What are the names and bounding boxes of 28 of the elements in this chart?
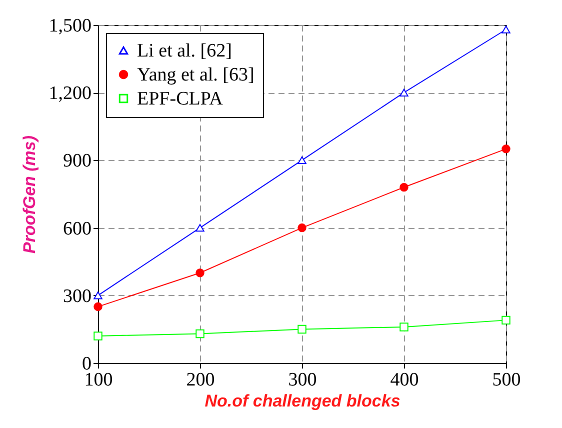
point [196,268,204,278]
point [400,322,408,332]
y-tick-label: 600 [63,218,92,240]
legend-label: Li et al. [62] [137,40,232,62]
point [196,224,204,232]
point [400,182,408,192]
y-tick-label: 900 [63,150,92,172]
legend-label: Yang et al. [63] [137,64,254,86]
point [502,316,510,325]
point [298,156,306,164]
x-axis-title: No.of challenged blocks [204,392,400,410]
y-tick-label: 1,200 [48,83,92,104]
point [400,88,408,96]
x-tick-label: 200 [186,370,215,390]
x-tick-label: 300 [288,370,317,390]
x-tick-label: 400 [390,370,419,390]
y-axis-title: ProofGen (ms) [20,135,39,254]
y-tick-label: 1,500 [48,16,92,36]
y-tick-label: 300 [63,286,92,307]
x-tick-label: 500 [492,370,521,390]
point [502,144,510,154]
point [502,26,510,34]
point [298,223,306,232]
point [94,332,102,340]
legend-label: EPF-CLPA [137,88,224,110]
point [196,329,204,338]
point [298,324,306,334]
point [94,302,102,312]
